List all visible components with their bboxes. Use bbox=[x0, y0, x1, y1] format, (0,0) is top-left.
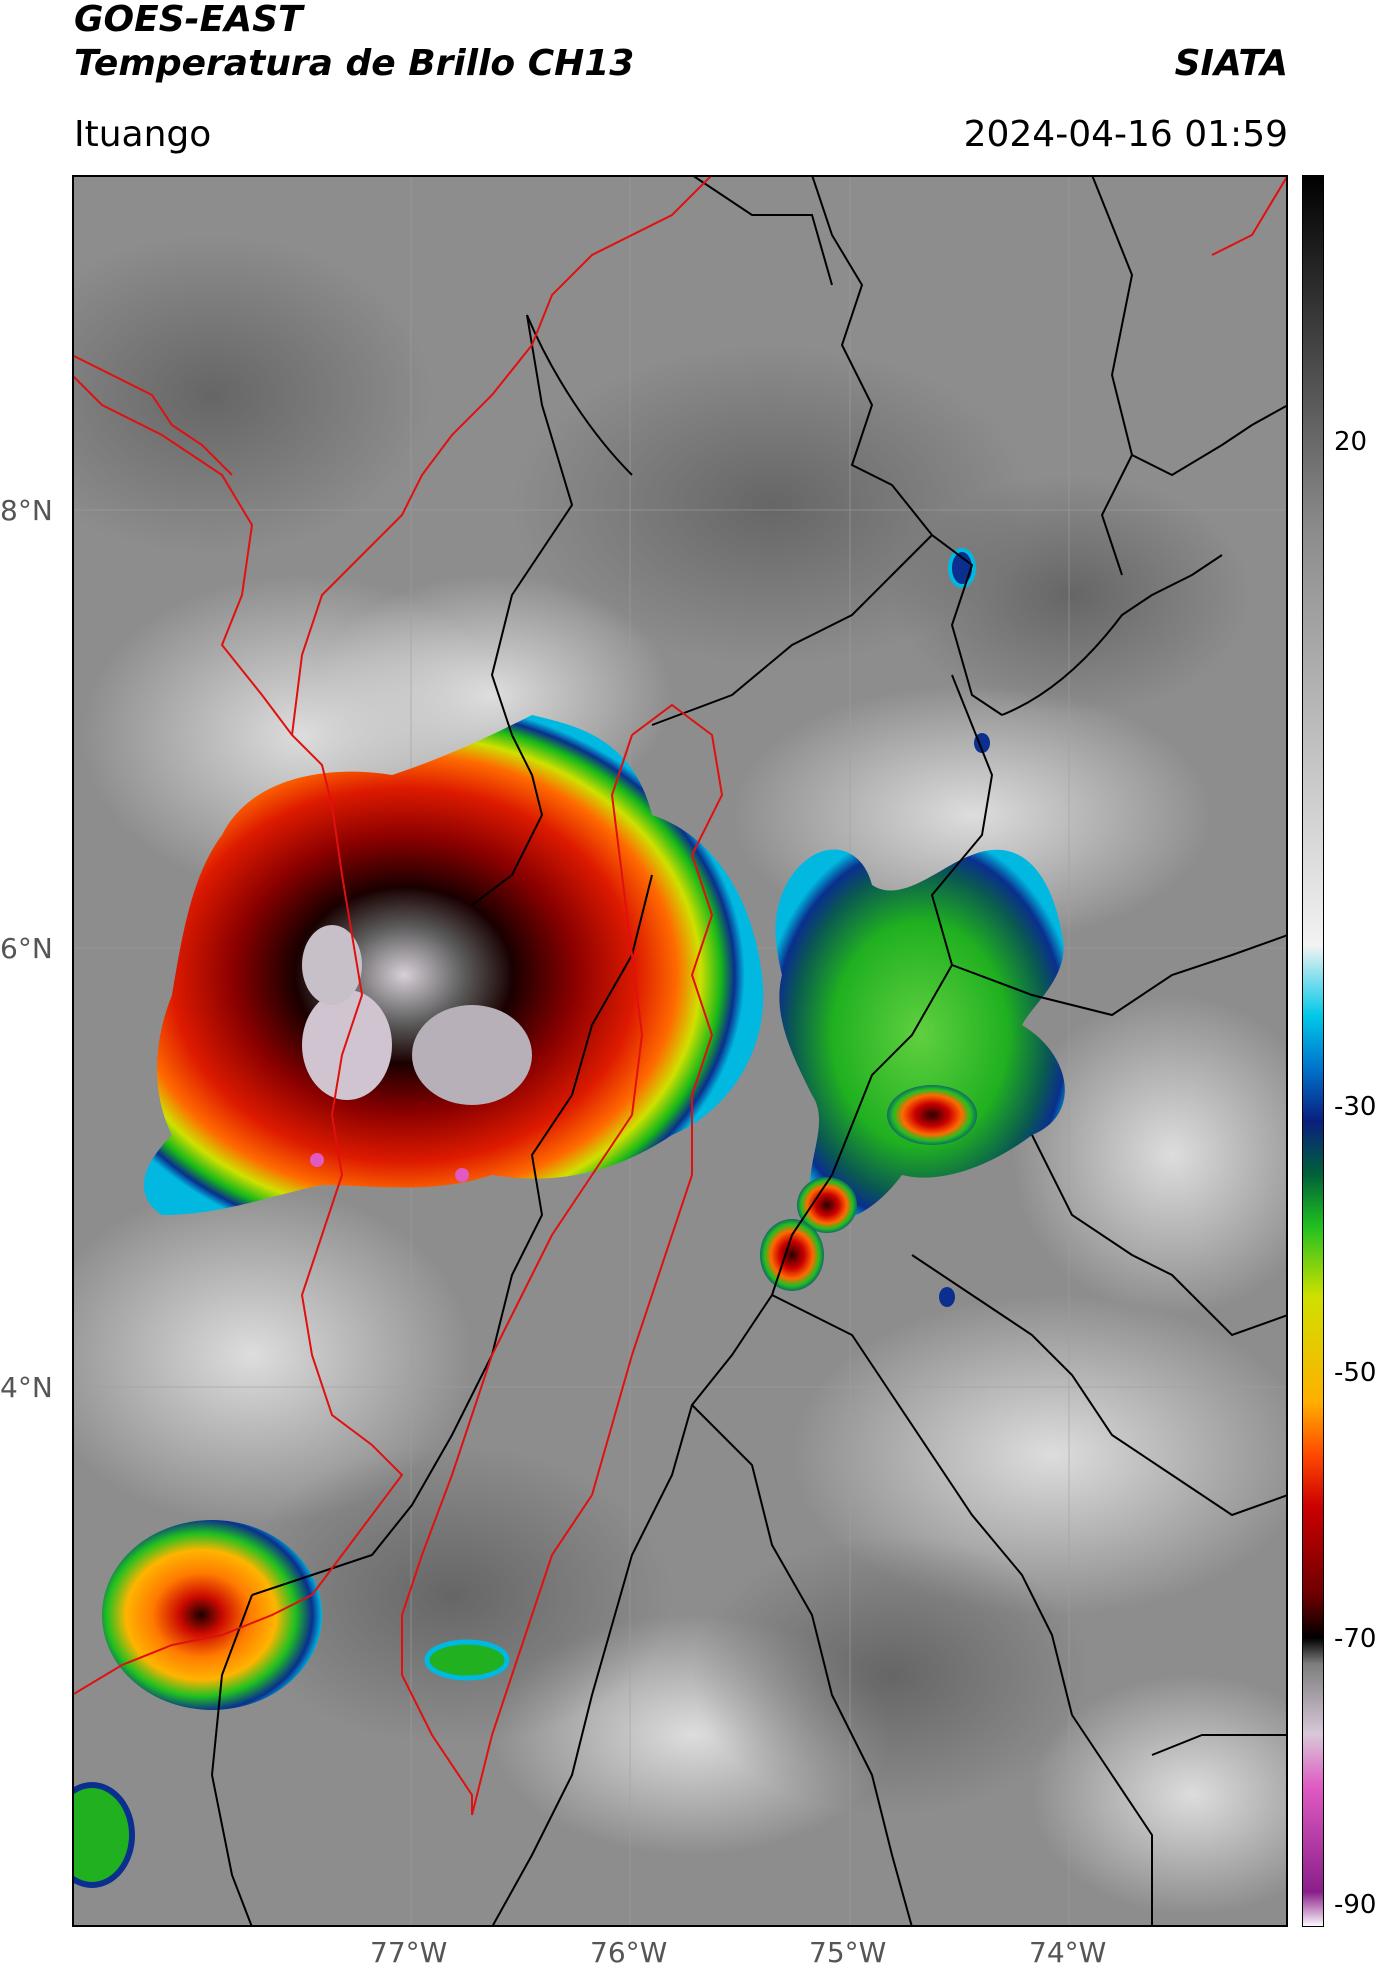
region-label: Ituango bbox=[74, 114, 212, 155]
storm-east-cell-3 bbox=[760, 1219, 824, 1291]
product-title: Temperatura de Brillo CH13 bbox=[74, 43, 635, 84]
colorbar bbox=[1302, 175, 1324, 1927]
lat-tick: 6°N bbox=[0, 932, 53, 965]
storm-east-cell-2 bbox=[797, 1177, 857, 1233]
cell-south bbox=[939, 1287, 955, 1307]
storm-corner bbox=[72, 1782, 135, 1888]
lon-tick: 77°W bbox=[370, 1936, 448, 1969]
department-borders bbox=[210, 175, 1288, 1927]
storm-main bbox=[143, 715, 764, 1215]
datetime-label: 2024-04-16 01:59 bbox=[963, 114, 1288, 155]
storm-core-3 bbox=[302, 925, 362, 1005]
lat-tick: 4°N bbox=[0, 1371, 53, 1404]
lon-tick: 75°W bbox=[809, 1936, 887, 1969]
storm-core-pink-2 bbox=[455, 1168, 469, 1182]
colorbar-border bbox=[1302, 175, 1324, 1927]
storm-core-1 bbox=[302, 990, 392, 1100]
colorbar-tick: -90 bbox=[1334, 1890, 1377, 1920]
map-border bbox=[72, 175, 1288, 1927]
satellite-title: GOES-EAST bbox=[74, 0, 303, 40]
colorbar-tick: 20 bbox=[1334, 427, 1368, 457]
lon-tick: 74°W bbox=[1029, 1936, 1107, 1969]
storm-east-cell bbox=[887, 1085, 977, 1145]
colorbar-tick: -70 bbox=[1334, 1624, 1377, 1654]
storm-core-2 bbox=[412, 1005, 532, 1105]
storm-core-pink-1 bbox=[310, 1153, 324, 1167]
colorbar-tick: -50 bbox=[1334, 1358, 1377, 1388]
lon-tick: 76°W bbox=[590, 1936, 668, 1969]
storm-systems bbox=[72, 548, 1065, 1888]
coastline-red bbox=[72, 175, 1288, 1816]
colorbar-tick: -30 bbox=[1334, 1092, 1377, 1122]
storm-southwest bbox=[102, 1520, 322, 1710]
storm-small bbox=[424, 1639, 510, 1681]
org-label: SIATA bbox=[1174, 43, 1288, 84]
satellite-map bbox=[72, 175, 1288, 1927]
storm-east bbox=[775, 849, 1065, 1220]
lat-tick: 8°N bbox=[0, 494, 53, 527]
